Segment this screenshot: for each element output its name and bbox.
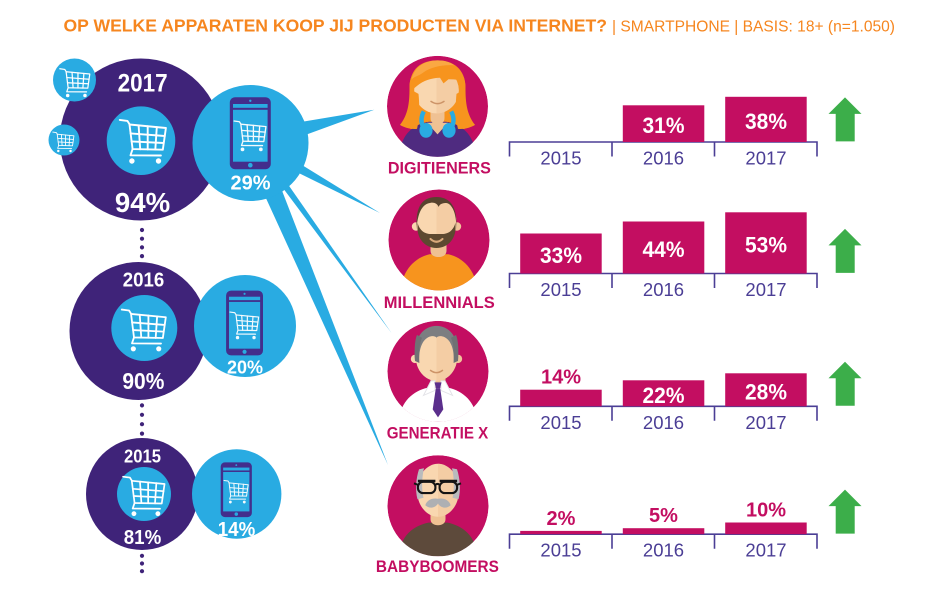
- svg-text:2016: 2016: [643, 279, 684, 300]
- svg-text:81%: 81%: [124, 527, 162, 549]
- svg-text:44%: 44%: [643, 237, 685, 262]
- svg-text:2015: 2015: [540, 412, 581, 433]
- svg-text:14%: 14%: [218, 519, 256, 541]
- svg-text:22%: 22%: [643, 383, 685, 408]
- svg-text:2015: 2015: [124, 446, 161, 466]
- svg-text:MILLENNIALS: MILLENNIALS: [384, 293, 495, 312]
- svg-text:2015: 2015: [540, 279, 581, 300]
- svg-text:33%: 33%: [540, 243, 582, 268]
- svg-text:31%: 31%: [643, 113, 685, 138]
- svg-text:2%: 2%: [547, 508, 576, 530]
- svg-text:2016: 2016: [643, 412, 684, 433]
- svg-text:2017: 2017: [745, 412, 786, 433]
- svg-text:2015: 2015: [540, 540, 581, 561]
- svg-text:2016: 2016: [643, 540, 684, 561]
- svg-text:2015: 2015: [540, 148, 581, 169]
- svg-text:94%: 94%: [115, 187, 170, 218]
- svg-text:14%: 14%: [541, 367, 581, 389]
- svg-text:38%: 38%: [745, 109, 787, 134]
- svg-text:GENERATIE X: GENERATIE X: [387, 424, 489, 443]
- svg-text:53%: 53%: [745, 233, 787, 258]
- svg-text:28%: 28%: [745, 380, 787, 405]
- svg-text:10%: 10%: [746, 500, 786, 522]
- svg-text:2017: 2017: [745, 148, 786, 169]
- svg-text:2017: 2017: [118, 70, 168, 98]
- svg-text:20%: 20%: [227, 358, 263, 378]
- svg-text:2017: 2017: [745, 540, 786, 561]
- svg-text:BABYBOOMERS: BABYBOOMERS: [376, 557, 499, 576]
- svg-text:2016: 2016: [643, 148, 684, 169]
- svg-text:| SMARTPHONE | BASIS: 18+ (n=1: | SMARTPHONE | BASIS: 18+ (n=1.050): [612, 19, 895, 36]
- svg-text:2017: 2017: [745, 279, 786, 300]
- svg-text:2016: 2016: [123, 270, 165, 292]
- svg-text:90%: 90%: [122, 368, 164, 394]
- svg-text:OP WELKE APPARATEN KOOP JIJ PR: OP WELKE APPARATEN KOOP JIJ PRODUCTEN VI…: [64, 16, 608, 36]
- svg-text:DIGITIENERS: DIGITIENERS: [388, 159, 491, 178]
- svg-text:5%: 5%: [649, 505, 678, 527]
- svg-text:29%: 29%: [230, 172, 270, 194]
